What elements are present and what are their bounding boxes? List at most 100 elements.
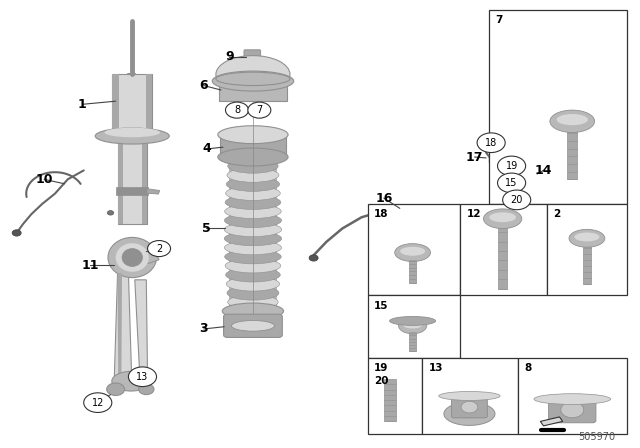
Ellipse shape (122, 249, 143, 267)
Text: 14: 14 (535, 164, 552, 177)
Ellipse shape (222, 303, 284, 319)
Ellipse shape (104, 128, 160, 137)
Ellipse shape (439, 392, 500, 401)
Ellipse shape (483, 209, 522, 228)
Circle shape (309, 255, 318, 261)
Text: 10: 10 (35, 173, 53, 186)
Polygon shape (118, 136, 123, 224)
FancyBboxPatch shape (220, 135, 286, 157)
Text: 7: 7 (495, 15, 503, 25)
Text: 3: 3 (200, 323, 208, 336)
Text: 2: 2 (156, 244, 162, 254)
Text: 9: 9 (225, 50, 234, 63)
FancyBboxPatch shape (228, 157, 277, 311)
Ellipse shape (218, 148, 288, 166)
Polygon shape (135, 280, 148, 378)
Text: 2: 2 (553, 209, 561, 219)
Ellipse shape (108, 237, 157, 278)
FancyBboxPatch shape (118, 136, 147, 224)
Ellipse shape (489, 212, 516, 222)
Text: 4: 4 (202, 142, 211, 155)
Ellipse shape (227, 286, 279, 300)
Ellipse shape (444, 402, 495, 426)
Ellipse shape (228, 304, 277, 318)
FancyBboxPatch shape (223, 314, 282, 337)
Ellipse shape (226, 268, 280, 282)
FancyBboxPatch shape (461, 204, 547, 296)
Circle shape (248, 102, 271, 118)
Polygon shape (118, 273, 122, 376)
Ellipse shape (224, 222, 282, 237)
Text: 8: 8 (524, 363, 532, 373)
Ellipse shape (225, 195, 281, 210)
Text: 18: 18 (374, 209, 388, 219)
Ellipse shape (232, 320, 275, 331)
Circle shape (497, 156, 525, 176)
FancyBboxPatch shape (422, 358, 518, 434)
FancyBboxPatch shape (548, 397, 596, 423)
FancyBboxPatch shape (113, 74, 152, 135)
Text: 505970: 505970 (579, 432, 616, 442)
Circle shape (561, 402, 584, 418)
Ellipse shape (225, 250, 281, 264)
Ellipse shape (575, 233, 600, 241)
Text: 16: 16 (375, 192, 392, 205)
Ellipse shape (227, 177, 280, 191)
Text: 19: 19 (374, 363, 388, 373)
FancyBboxPatch shape (518, 358, 627, 434)
Text: 5: 5 (202, 222, 211, 235)
Text: 20: 20 (374, 376, 388, 386)
Polygon shape (142, 136, 147, 224)
Ellipse shape (225, 204, 281, 219)
Text: 13: 13 (136, 372, 148, 382)
FancyBboxPatch shape (368, 204, 461, 296)
Ellipse shape (226, 186, 280, 200)
Polygon shape (113, 74, 119, 135)
Ellipse shape (116, 243, 149, 272)
Circle shape (225, 102, 248, 118)
Text: 12: 12 (467, 209, 481, 219)
Ellipse shape (225, 213, 282, 228)
Circle shape (12, 230, 21, 236)
Ellipse shape (395, 244, 431, 262)
Ellipse shape (400, 247, 425, 256)
FancyBboxPatch shape (452, 398, 487, 418)
Circle shape (497, 173, 525, 193)
Text: 17: 17 (466, 151, 483, 164)
FancyBboxPatch shape (489, 153, 503, 163)
Circle shape (129, 367, 157, 387)
Ellipse shape (550, 110, 595, 133)
FancyBboxPatch shape (498, 223, 507, 289)
FancyBboxPatch shape (368, 296, 461, 358)
FancyBboxPatch shape (219, 79, 287, 101)
Text: 15: 15 (374, 301, 388, 311)
FancyBboxPatch shape (116, 187, 148, 195)
Ellipse shape (95, 128, 170, 144)
Ellipse shape (399, 318, 427, 334)
Text: 6: 6 (200, 79, 208, 92)
Circle shape (107, 383, 125, 396)
Ellipse shape (218, 126, 288, 144)
Ellipse shape (228, 295, 278, 309)
Polygon shape (540, 417, 563, 426)
Ellipse shape (557, 114, 588, 125)
Text: 11: 11 (81, 258, 99, 271)
Circle shape (84, 393, 112, 413)
Polygon shape (515, 194, 538, 202)
FancyBboxPatch shape (409, 329, 417, 351)
Text: 12: 12 (92, 398, 104, 408)
Ellipse shape (224, 232, 282, 246)
Polygon shape (511, 166, 542, 192)
FancyBboxPatch shape (547, 204, 627, 296)
Circle shape (148, 241, 171, 257)
Text: 8: 8 (234, 105, 240, 115)
Ellipse shape (569, 229, 605, 247)
Ellipse shape (216, 72, 290, 86)
Ellipse shape (228, 150, 277, 164)
Ellipse shape (225, 241, 282, 255)
Ellipse shape (228, 159, 278, 173)
FancyBboxPatch shape (567, 126, 577, 179)
Circle shape (108, 211, 114, 215)
Text: 1: 1 (78, 98, 87, 111)
Circle shape (477, 133, 505, 152)
